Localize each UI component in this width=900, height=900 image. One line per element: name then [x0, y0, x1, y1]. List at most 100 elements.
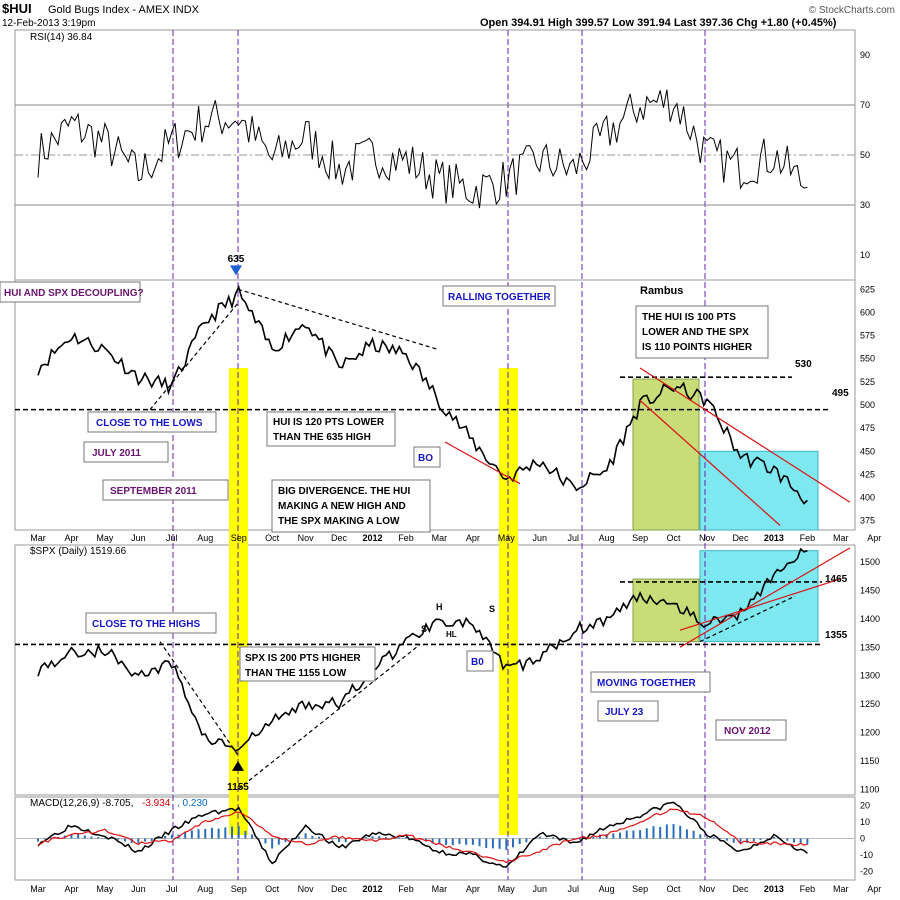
macd-tick-label: -10: [860, 850, 873, 860]
macd-histogram-bar: [685, 829, 688, 839]
month-tick-label: Jul: [567, 533, 579, 543]
macd-histogram-bar: [511, 838, 514, 848]
macd-histogram-bar: [210, 827, 213, 839]
macd-tick-label: 10: [860, 817, 870, 827]
hs-hl-label: HL: [446, 630, 457, 639]
macd-histogram-bar: [77, 833, 80, 839]
month-tick-label: Feb: [398, 533, 414, 543]
macd-histogram-bar: [103, 837, 106, 839]
spx-low-label: 1155: [227, 782, 249, 793]
macd-histogram-bar: [732, 838, 735, 843]
month-tick-label: May: [498, 884, 516, 894]
macd-histogram-bar: [425, 838, 428, 842]
hui-high-marker: [230, 265, 242, 276]
macd-histogram-bar: [384, 837, 387, 839]
macd-histogram-bar: [652, 826, 655, 839]
month-tick-label: Aug: [197, 884, 213, 894]
bo-box-bottom: B0: [466, 650, 494, 672]
callout-ralling-together: RALLING TOGETHER: [442, 285, 556, 307]
spx-red-channel: [679, 547, 851, 648]
month-tick-label: Mar: [30, 533, 46, 543]
month-tick-label: Mar: [833, 533, 849, 543]
macd-histogram-bar: [659, 826, 662, 839]
macd-histogram-bar: [625, 830, 628, 839]
hs-right-shoulder: S: [489, 604, 495, 614]
level-1355-label: 1355: [825, 630, 848, 641]
svg-text:IS 110 POINTS HIGHER: IS 110 POINTS HIGHER: [642, 342, 753, 353]
macd-histogram-bar: [518, 838, 521, 844]
macd-histogram-bar: [398, 837, 401, 839]
macd-histogram-bar: [144, 838, 147, 842]
macd-histogram-bar: [117, 838, 120, 840]
spx-panel: [14, 544, 856, 796]
month-tick-label: Sep: [231, 533, 247, 543]
bo-box-top: BO: [413, 446, 441, 468]
svg-text:JULY 23: JULY 23: [605, 707, 644, 718]
chart-symbol: $HUI: [2, 1, 32, 16]
svg-text:MAKING A NEW HIGH AND: MAKING A NEW HIGH AND: [278, 501, 406, 512]
svg-text:THE HUI IS 100 PTS: THE HUI IS 100 PTS: [642, 312, 736, 323]
rsi-tick-label: 90: [860, 50, 870, 60]
macd-histogram-bar: [491, 838, 494, 849]
macd-histogram-bar: [431, 838, 434, 844]
svg-text:B0: B0: [471, 657, 484, 668]
macd-histogram-bar: [311, 835, 314, 839]
svg-text:SEPTEMBER 2011: SEPTEMBER 2011: [110, 486, 197, 497]
macd-histogram-bar: [786, 838, 789, 841]
macd-histogram-bar: [699, 834, 702, 839]
callout-july-23: JULY 23: [597, 700, 659, 722]
macd-histogram-bar: [692, 830, 695, 839]
rsi-line: [37, 89, 808, 209]
hui-tick-label: 375: [860, 516, 875, 526]
macd-histogram-bar: [338, 838, 341, 843]
macd-histogram-bar: [438, 838, 441, 845]
hui-trendline: [149, 302, 239, 411]
macd-histogram-bar: [190, 830, 193, 839]
month-tick-label: 2013: [764, 533, 784, 543]
chart-date: 12-Feb-2013 3:19pm: [2, 18, 95, 29]
month-tick-label: Oct: [667, 533, 682, 543]
month-tick-label: Jun: [532, 884, 547, 894]
macd-histogram-bar: [364, 837, 367, 839]
macd-histogram-bar: [632, 830, 635, 839]
macd-histogram-bar: [257, 838, 260, 840]
month-tick-label: Nov: [699, 533, 716, 543]
macd-histogram-bar: [90, 836, 93, 839]
hs-left-shoulder: S: [421, 624, 427, 634]
macd-histogram-bar: [123, 838, 126, 842]
svg-text:SPX IS 200 PTS HIGHER: SPX IS 200 PTS HIGHER: [245, 653, 361, 664]
month-tick-label: Jul: [166, 884, 178, 894]
svg-text:CLOSE TO THE LOWS: CLOSE TO THE LOWS: [96, 418, 203, 429]
month-tick-label: Apr: [466, 884, 480, 894]
month-tick-label: Sep: [231, 884, 247, 894]
hui-red-channel: [444, 441, 521, 485]
month-tick-label: Feb: [800, 533, 816, 543]
hs-head: H: [436, 602, 443, 612]
macd-histogram-bar: [545, 837, 548, 839]
spx-trendline: [237, 643, 421, 790]
cyan-box: [699, 450, 819, 531]
macd-histogram-bar: [157, 837, 160, 839]
svg-text:CLOSE TO THE HIGHS: CLOSE TO THE HIGHS: [92, 619, 200, 630]
month-tick-label: Dec: [331, 884, 348, 894]
level-495-label: 495: [832, 388, 849, 399]
macd-tick-label: 20: [860, 800, 870, 810]
green-box: [632, 378, 700, 531]
level-1465-label: 1465: [825, 574, 848, 585]
hui-tick-label: 500: [860, 400, 875, 410]
svg-text:NOV 2012: NOV 2012: [724, 726, 771, 737]
month-tick-label: Jun: [131, 884, 146, 894]
month-tick-label: May: [96, 884, 114, 894]
hui-high-label: 635: [228, 254, 245, 265]
macd-histogram-bar: [110, 837, 113, 839]
cyan-box: [699, 550, 819, 643]
macd-histogram-bar: [331, 838, 334, 840]
month-tick-label: 2012: [362, 884, 382, 894]
macd-histogram-bar: [558, 838, 561, 840]
macd-tick-label: -20: [860, 867, 873, 877]
callout-nov-2012: NOV 2012: [715, 719, 787, 741]
macd-histogram-bar: [719, 838, 722, 840]
month-tick-label: Jul: [166, 533, 178, 543]
spx-red-channel: [679, 578, 841, 631]
hui-tick-label: 600: [860, 307, 875, 317]
